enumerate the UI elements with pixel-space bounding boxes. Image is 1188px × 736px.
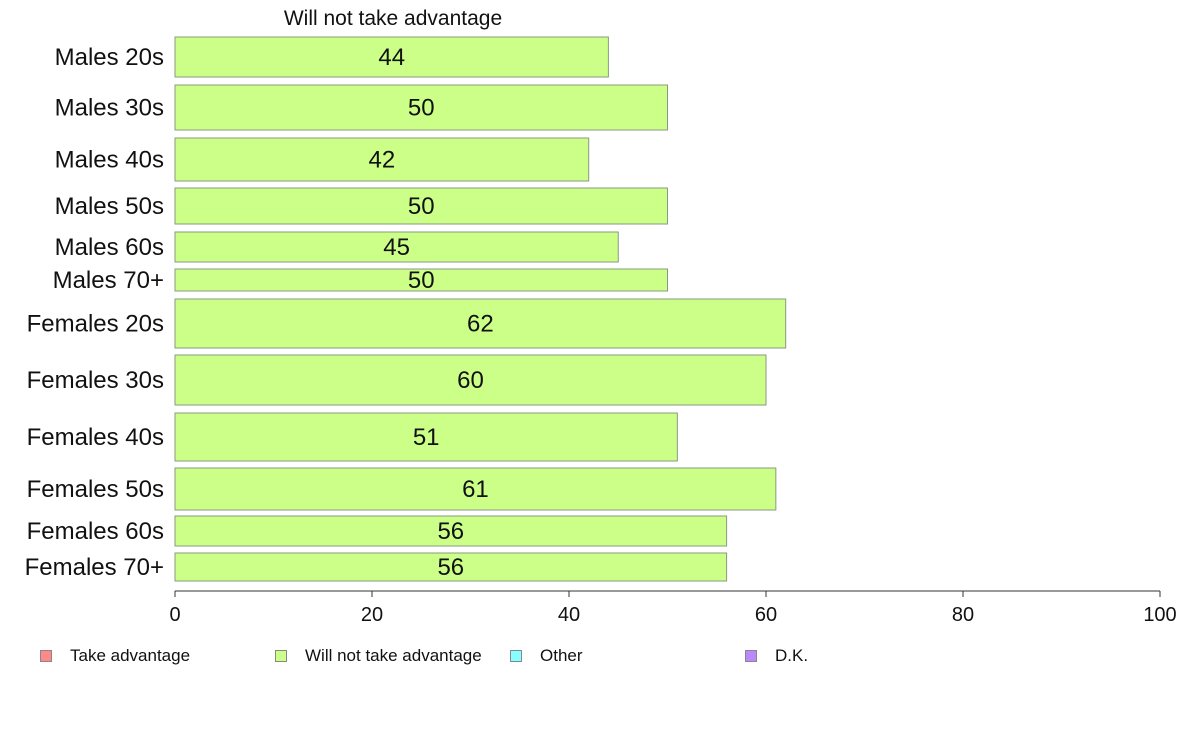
bar-chart: Will not take advantage Males 20s 44Males… [25, 7, 1177, 626]
category-label-females-30s: Females 30s [27, 367, 164, 394]
x-tick-label-40: 40 [558, 604, 580, 626]
category-label-males-70plus: Males 70+ [53, 267, 164, 294]
category-label-males-40s: Males 40s [55, 147, 164, 174]
legend-swatch-will-not-take-advantage [275, 650, 287, 662]
category-label-females-50s: Females 50s [27, 476, 164, 503]
legend-swatch-other [510, 650, 522, 662]
bar-females-40s [174, 412, 678, 462]
data-label-males-40s: 42 [368, 147, 395, 174]
bar-males-20s [174, 36, 609, 78]
data-label-males-20s: 44 [378, 44, 405, 71]
x-tick-label-60: 60 [755, 604, 777, 626]
bars-group: Males 20s 44 Males 30s 50 Males 40s 42 Males 5… [25, 36, 787, 582]
bar-females-70plus [174, 552, 728, 582]
x-tick-label-0: 0 [169, 604, 180, 626]
data-label-females-60s: 56 [437, 518, 464, 545]
category-label-males-50s: Males 50s [55, 193, 164, 220]
legend-swatch-dk [745, 650, 757, 662]
x-tick-label-20: 20 [361, 604, 383, 626]
bar-females-60s [174, 515, 728, 547]
bar-females-20s [174, 298, 787, 349]
legend-swatch-take-advantage [40, 650, 52, 662]
legend-label-will-not-take-advantage: Will not take advantage [305, 646, 482, 665]
data-label-males-50s: 50 [408, 193, 435, 220]
data-label-females-40s: 51 [413, 424, 440, 451]
data-label-females-50s: 61 [462, 476, 489, 503]
data-label-females-30s: 60 [457, 367, 484, 394]
category-label-males-30s: Males 30s [55, 95, 164, 122]
legend-label-take-advantage: Take advantage [70, 646, 191, 665]
category-label-females-20s: Females 20s [27, 311, 164, 338]
data-label-females-20s: 62 [467, 311, 494, 338]
bar-females-50s [174, 467, 777, 511]
data-label-males-60s: 45 [383, 234, 410, 261]
legend-item-dk: D.K. [745, 646, 808, 666]
legend: Take advantage Will not take advantage O… [0, 646, 1188, 668]
legend-item-other: Other [510, 646, 583, 666]
bar-males-30s [174, 84, 668, 131]
chart-title: Will not take advantage [284, 7, 502, 30]
category-label-females-40s: Females 40s [27, 424, 164, 451]
x-tick-label-80: 80 [952, 604, 974, 626]
data-label-males-30s: 50 [408, 95, 435, 122]
bar-males-70plus [174, 268, 668, 292]
legend-item-take-advantage: Take advantage [40, 646, 190, 666]
bar-males-40s [174, 137, 590, 182]
bar-males-60s [174, 231, 619, 263]
x-tick-label-100: 100 [1143, 604, 1176, 626]
category-label-males-20s: Males 20s [55, 44, 164, 71]
bar-females-30s [174, 354, 767, 406]
x-axis: 0 20 40 60 80 100 [169, 590, 1177, 626]
legend-label-other: Other [540, 646, 583, 665]
legend-item-will-not-take-advantage: Will not take advantage [275, 646, 482, 666]
data-label-females-70plus: 56 [437, 554, 464, 581]
bar-males-50s [174, 187, 668, 225]
category-label-females-70plus: Females 70+ [25, 554, 164, 581]
legend-label-dk: D.K. [775, 646, 809, 665]
category-label-males-60s: Males 60s [55, 234, 164, 261]
data-label-males-70plus: 50 [408, 267, 435, 294]
category-label-females-60s: Females 60s [27, 518, 164, 545]
